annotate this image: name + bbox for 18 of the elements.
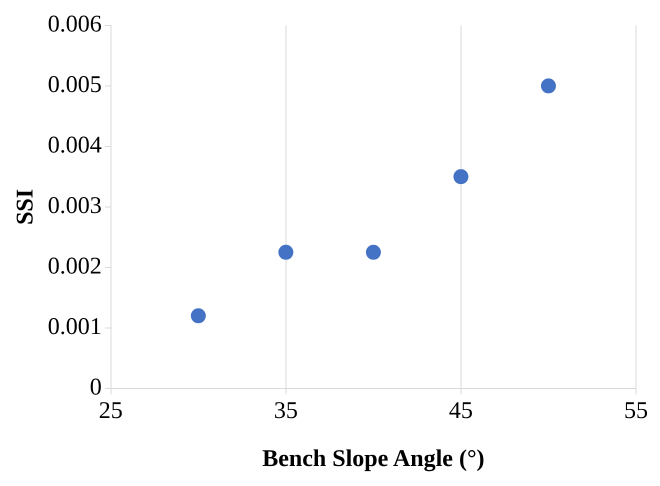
y-axis-title: SSI [12,188,39,225]
point [366,244,381,260]
point [453,169,468,184]
point [278,244,294,260]
x-axis-title: Bench Slope Angle (°) [262,446,485,472]
x-tick-label: 55 [624,398,648,424]
y-tick-label: 0.003 [48,193,102,220]
x-tick-label: 45 [448,398,473,424]
y-tick-label: 0 [90,374,102,401]
point [190,308,206,324]
x-tick-label: 35 [274,398,298,424]
y-tick-label: 0.006 [48,12,102,38]
x-tick-label: 25 [98,398,123,424]
y-tick-label: 0.004 [48,132,102,159]
y-tick-label: 0.002 [48,254,102,280]
y-tick-label: 0.005 [48,72,102,98]
y-tick-label: 0.001 [48,314,102,340]
point [540,78,556,94]
